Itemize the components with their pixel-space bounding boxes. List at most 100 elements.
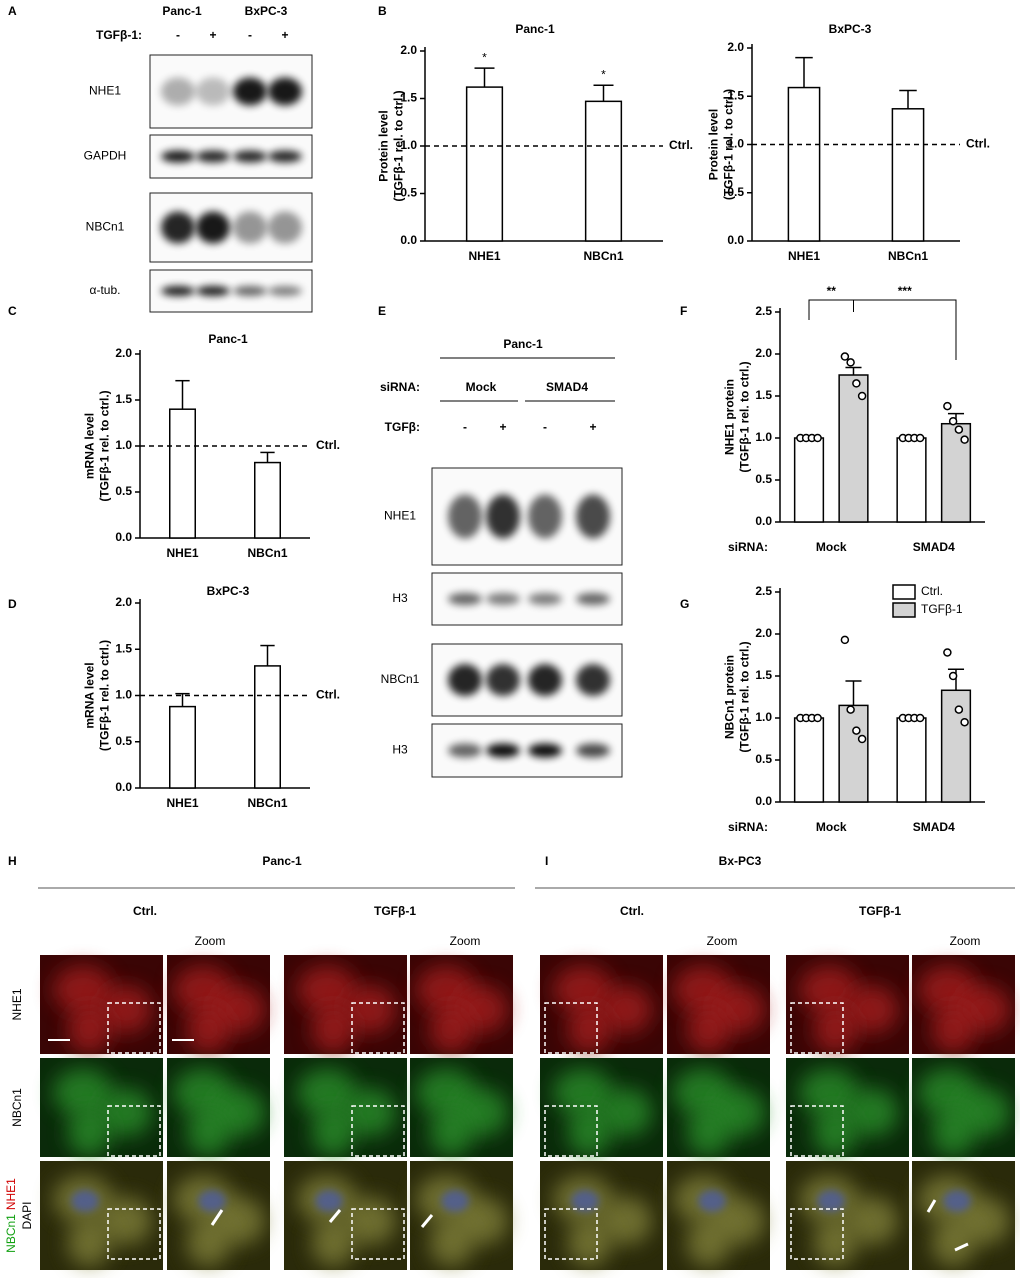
bar bbox=[254, 665, 281, 789]
y-tick-label: 0.0 bbox=[727, 233, 744, 247]
blot-band bbox=[268, 211, 302, 244]
reference-label: Ctrl. bbox=[316, 688, 340, 702]
cell-signal bbox=[100, 985, 153, 1034]
chart-title: Panc-1 bbox=[208, 332, 248, 346]
stain-label: DAPI bbox=[20, 1201, 34, 1229]
cell-signal bbox=[429, 1108, 474, 1157]
blot-band bbox=[528, 494, 562, 539]
cell-signal bbox=[186, 1218, 231, 1267]
cell-signal bbox=[813, 1218, 858, 1267]
bar bbox=[169, 408, 196, 539]
y-tick-label: 0.5 bbox=[727, 185, 744, 199]
blot-band bbox=[448, 494, 482, 539]
cell-signal bbox=[686, 1108, 731, 1157]
bar bbox=[254, 461, 281, 539]
y-tick-label: 1.0 bbox=[115, 688, 132, 702]
y-axis-label: (TGFβ-1 rel. to ctrl.) bbox=[738, 641, 752, 752]
y-tick-label: 0.5 bbox=[115, 734, 132, 748]
cell-signal bbox=[553, 1068, 614, 1117]
blot-band bbox=[268, 150, 302, 163]
blot-band bbox=[233, 77, 267, 106]
cell-signal bbox=[846, 1088, 899, 1137]
sirna: SMAD4 bbox=[546, 380, 588, 394]
treatment-sign: - bbox=[463, 420, 467, 434]
sirna-label: siRNA: bbox=[380, 380, 420, 394]
blot-band bbox=[486, 593, 520, 605]
y-tick-label: 2.0 bbox=[400, 43, 417, 57]
y-tick-label: 0.0 bbox=[755, 794, 772, 808]
blot-band bbox=[161, 286, 195, 296]
bar bbox=[584, 100, 623, 242]
stain-name: NBCn1 bbox=[4, 1214, 18, 1253]
blot-band bbox=[161, 211, 195, 244]
y-axis-label: Protein level bbox=[377, 110, 391, 181]
panel-letter: I bbox=[545, 854, 548, 868]
blot-band bbox=[233, 286, 267, 296]
treatment-sign: - bbox=[176, 28, 180, 42]
reference-label: Ctrl. bbox=[966, 137, 990, 151]
treatment-sign: + bbox=[499, 420, 506, 434]
cell-signal bbox=[429, 1218, 474, 1267]
y-tick-label: 1.5 bbox=[400, 91, 417, 105]
bar bbox=[465, 86, 504, 242]
cell-signal bbox=[813, 1108, 858, 1157]
data-point bbox=[960, 717, 969, 727]
cell-signal bbox=[100, 1088, 153, 1137]
data-point bbox=[954, 705, 964, 714]
cell-signal bbox=[686, 1005, 731, 1054]
x-tick-label: NBCn1 bbox=[247, 796, 287, 810]
blot-band bbox=[528, 664, 562, 696]
x-tick-label: Mock bbox=[816, 820, 847, 834]
cell-signal bbox=[67, 1005, 112, 1054]
stain-name: NHE1 bbox=[4, 1178, 18, 1210]
data-point bbox=[943, 648, 952, 657]
y-tick-label: 1.5 bbox=[755, 668, 772, 682]
x-tick-label: SMAD4 bbox=[913, 540, 955, 554]
blot-band bbox=[448, 743, 482, 758]
blot-band bbox=[528, 593, 562, 605]
cell-signal bbox=[600, 1196, 653, 1245]
arrow bbox=[954, 1242, 969, 1252]
blot-row-label: H3 bbox=[392, 743, 408, 757]
y-axis-label: Protein level bbox=[707, 109, 721, 180]
significance-label: *** bbox=[898, 284, 912, 298]
data-point bbox=[813, 713, 822, 723]
stain-label: NBCn1 NHE1 bbox=[4, 1178, 18, 1253]
y-axis-label: (TGFβ-1 rel. to ctrl.) bbox=[392, 90, 406, 201]
cell-signal bbox=[297, 1068, 358, 1117]
cell-signal bbox=[600, 985, 653, 1034]
arrow bbox=[926, 1199, 937, 1213]
x-tick-label: NHE1 bbox=[788, 249, 820, 263]
y-tick-label: 0.0 bbox=[755, 514, 772, 528]
blot-band bbox=[161, 77, 195, 106]
y-tick-label: 1.5 bbox=[115, 392, 132, 406]
cell-signal bbox=[931, 1108, 976, 1157]
x-tick-label: NBCn1 bbox=[888, 249, 928, 263]
bar bbox=[838, 704, 869, 803]
zoom-label: Zoom bbox=[450, 934, 481, 948]
x-tick-label: NBCn1 bbox=[247, 546, 287, 560]
cell-signal bbox=[799, 1068, 860, 1117]
legend-swatch bbox=[892, 602, 916, 618]
x-tick-label: NHE1 bbox=[166, 796, 198, 810]
nucleus bbox=[441, 1190, 469, 1212]
y-tick-label: 0.0 bbox=[115, 530, 132, 544]
data-point bbox=[857, 734, 867, 744]
y-tick-label: 2.5 bbox=[755, 304, 772, 318]
stain-label: NHE1 bbox=[10, 988, 24, 1020]
y-axis-label: (TGFβ-1 rel. to ctrl.) bbox=[98, 390, 112, 501]
y-tick-label: 1.5 bbox=[755, 388, 772, 402]
zoom-box bbox=[351, 1105, 405, 1157]
y-tick-label: 1.0 bbox=[755, 430, 772, 444]
bracket bbox=[808, 299, 957, 360]
blot-row-label: NBCn1 bbox=[381, 672, 420, 686]
y-tick-label: 2.0 bbox=[727, 40, 744, 54]
blot-band bbox=[576, 593, 610, 605]
cell-signal bbox=[931, 1218, 976, 1267]
y-axis-label: (TGFβ-1 rel. to ctrl.) bbox=[98, 640, 112, 751]
y-axis-label: NBCn1 protein bbox=[723, 655, 737, 739]
zoom-box bbox=[351, 1208, 405, 1260]
y-tick-label: 1.0 bbox=[115, 438, 132, 452]
y-axis-label: (TGFβ-1 rel. to ctrl.) bbox=[722, 89, 736, 200]
